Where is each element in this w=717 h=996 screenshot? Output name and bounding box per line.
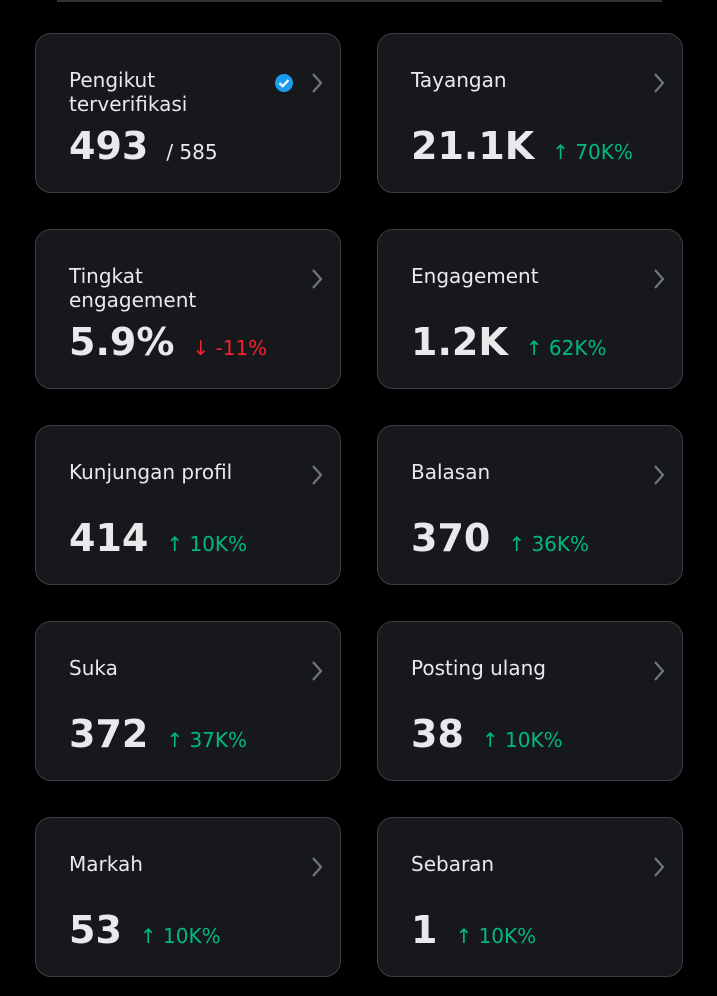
chevron-icon (654, 857, 665, 877)
card-label: Engagement (411, 264, 539, 288)
value-row: 414 ↑ 10K% (69, 516, 247, 560)
stat-card[interactable]: Engagement 1.2K ↑ 62K% (377, 229, 683, 389)
card-label: Balasan (411, 460, 491, 484)
stat-card[interactable]: Markah 53 ↑ 10K% (35, 817, 341, 977)
metric-value: 372 (69, 712, 149, 756)
chevron-icon (312, 73, 323, 93)
card-label: Tayangan (411, 68, 507, 92)
chevron-icon (312, 661, 323, 681)
verified-badge (275, 74, 293, 92)
metric-change: ↑ 62K% (525, 336, 607, 360)
chevron-icon (654, 661, 665, 681)
metric-change: ↑ 70K% (552, 140, 633, 164)
metric-value: 1 (411, 908, 438, 952)
metric-change: ↑ 37K% (166, 728, 248, 752)
metric-change: ↑ 10K% (455, 924, 537, 948)
metric-change: ↑ 10K% (481, 728, 563, 752)
value-row: 1.2K ↑ 62K% (411, 320, 606, 364)
value-row: 372 ↑ 37K% (69, 712, 247, 756)
metric-change: ↑ 10K% (166, 532, 248, 556)
stat-card[interactable]: Posting ulang 38 ↑ 10K% (377, 621, 683, 781)
stat-card[interactable]: Pengikut terverifikasi 493 / 585 (35, 33, 341, 193)
metric-value: 38 (411, 712, 464, 756)
card-label: Kunjungan profil (69, 460, 233, 484)
value-row: 21.1K ↑ 70K% (411, 124, 633, 168)
card-label: Tingkat engagement (69, 264, 197, 312)
metric-change: ↓ -11% (192, 336, 268, 360)
card-label: Markah (69, 852, 143, 876)
card-label: Suka (69, 656, 118, 680)
chevron-icon (654, 73, 665, 93)
chevron-icon (312, 269, 323, 289)
metric-value: 1.2K (411, 320, 508, 364)
metric-value: 493 (69, 124, 149, 168)
metric-value: 21.1K (411, 124, 535, 168)
chevron-icon (654, 465, 665, 485)
card-label: Pengikut terverifikasi (69, 68, 188, 116)
metric-value: 370 (411, 516, 491, 560)
value-row: 38 ↑ 10K% (411, 712, 563, 756)
stat-card[interactable]: Balasan 370 ↑ 36K% (377, 425, 683, 585)
stat-card[interactable]: Tingkat engagement 5.9% ↓ -11% (35, 229, 341, 389)
stat-card[interactable]: Suka 372 ↑ 37K% (35, 621, 341, 781)
metric-value: 5.9% (69, 320, 175, 364)
metric-value: 53 (69, 908, 122, 952)
value-row: 493 / 585 (69, 124, 218, 168)
metric-change: ↑ 36K% (508, 532, 590, 556)
metric-total: / 585 (166, 140, 218, 164)
chevron-icon (312, 465, 323, 485)
divider (57, 0, 662, 2)
stat-card[interactable]: Kunjungan profil 414 ↑ 10K% (35, 425, 341, 585)
card-label: Posting ulang (411, 656, 546, 680)
value-row: 53 ↑ 10K% (69, 908, 221, 952)
stat-card[interactable]: Sebaran 1 ↑ 10K% (377, 817, 683, 977)
metric-value: 414 (69, 516, 149, 560)
chevron-icon (312, 857, 323, 877)
value-row: 370 ↑ 36K% (411, 516, 589, 560)
stat-card[interactable]: Tayangan 21.1K ↑ 70K% (377, 33, 683, 193)
chevron-icon (654, 269, 665, 289)
value-row: 1 ↑ 10K% (411, 908, 536, 952)
card-label: Sebaran (411, 852, 495, 876)
value-row: 5.9% ↓ -11% (69, 320, 267, 364)
metric-change: ↑ 10K% (139, 924, 221, 948)
